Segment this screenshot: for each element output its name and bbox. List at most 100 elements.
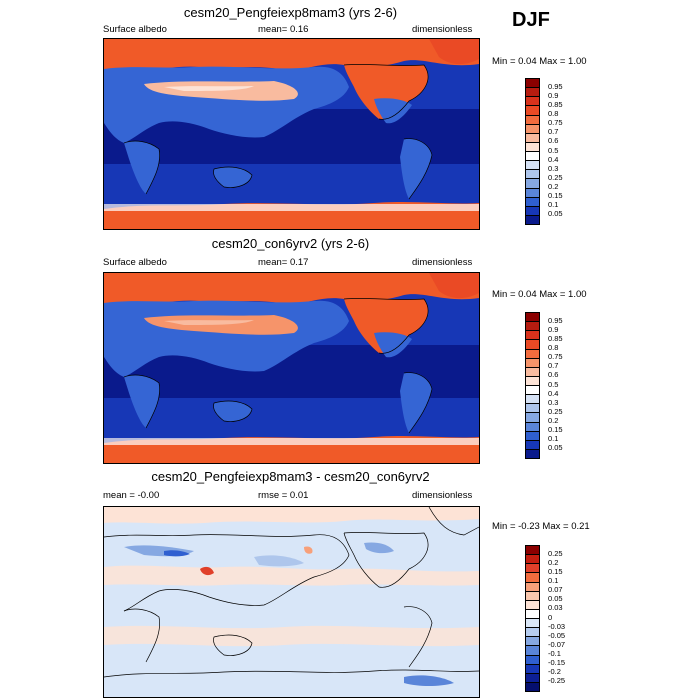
- colorbar-swatch: [526, 141, 539, 151]
- colorbar-swatch: [526, 672, 539, 682]
- colorbar-swatch: [526, 554, 539, 564]
- colorbar-swatch: [526, 599, 539, 609]
- panel3-minmax: Min = -0.23 Max = 0.21: [492, 521, 590, 532]
- colorbar-swatch: [526, 178, 539, 188]
- colorbar-swatch: [526, 339, 539, 349]
- colorbar-tick-label: 0.25: [548, 172, 563, 182]
- colorbar-tick-label: 0: [548, 612, 553, 622]
- colorbar-tick-label: 0.15: [548, 190, 563, 200]
- colorbar-tick-label: 0.9: [548, 91, 559, 101]
- colorbar-swatch: [526, 654, 539, 664]
- colorbar-swatch: [526, 590, 539, 600]
- colorbar-swatch: [526, 366, 539, 376]
- colorbar-swatch: [526, 79, 539, 88]
- colorbar-swatch: [526, 313, 539, 322]
- colorbar-swatch: [526, 348, 539, 358]
- colorbar-tick-label: 0.05: [548, 208, 563, 218]
- colorbar-tick-label: 0.2: [548, 181, 559, 191]
- colorbar-swatch: [526, 205, 539, 215]
- colorbar-tick-label: 0.07: [548, 585, 563, 595]
- colorbar-swatch: [526, 357, 539, 367]
- colorbar-swatch: [526, 403, 539, 413]
- colorbar-swatch: [526, 394, 539, 404]
- colorbar-tick-label: 0.03: [548, 603, 563, 613]
- colorbar-swatch: [526, 151, 539, 161]
- colorbar-swatch: [526, 572, 539, 582]
- colorbar-swatch: [526, 618, 539, 628]
- colorbar-swatch: [526, 546, 539, 555]
- colorbar-tick-label: 0.05: [548, 442, 563, 452]
- colorbar-tick-label: 0.05: [548, 594, 563, 604]
- colorbar-swatch: [526, 430, 539, 440]
- panel3-map: [103, 506, 480, 698]
- colorbar-swatch: [526, 96, 539, 106]
- colorbar-tick-label: 0.75: [548, 118, 563, 128]
- colorbar-tick-label: 0.25: [548, 406, 563, 416]
- colorbar-swatch: [526, 114, 539, 124]
- colorbar-swatch: [526, 105, 539, 115]
- colorbar-swatch: [526, 132, 539, 142]
- panel3-center-label: rmse = 0.01: [258, 490, 309, 501]
- colorbar-tick-label: 0.95: [548, 82, 563, 92]
- panel2-minmax: Min = 0.04 Max = 1.00: [492, 289, 587, 300]
- colorbar-swatch: [526, 87, 539, 97]
- colorbar-swatch: [526, 608, 539, 618]
- colorbar-swatch: [526, 439, 539, 449]
- colorbar-tick-label: -0.2: [548, 666, 561, 676]
- colorbar-tick-label: -0.1: [548, 648, 561, 658]
- colorbar-swatch: [526, 321, 539, 331]
- colorbar-tick-label: 0.85: [548, 334, 563, 344]
- panel1-colorbar: [525, 78, 540, 225]
- colorbar-tick-label: 0.85: [548, 100, 563, 110]
- panel2-title: cesm20_con6yrv2 (yrs 2-6): [211, 236, 370, 251]
- colorbar-swatch: [526, 385, 539, 395]
- colorbar-tick-label: 0.8: [548, 343, 559, 353]
- colorbar-tick-label: -0.07: [548, 639, 566, 649]
- panel1-right-label: dimensionless: [412, 24, 473, 35]
- colorbar-tick-label: 0.7: [548, 361, 559, 371]
- colorbar-swatch: [526, 563, 539, 573]
- panel3-right-label: dimensionless: [412, 490, 473, 501]
- colorbar-swatch: [526, 123, 539, 133]
- colorbar-tick-label: 0.7: [548, 127, 559, 137]
- colorbar-swatch: [526, 160, 539, 170]
- colorbar-swatch: [526, 421, 539, 431]
- colorbar-swatch: [526, 663, 539, 673]
- panel1-map-graphic: [104, 39, 479, 229]
- panel1-title: cesm20_Pengfeiexp8mam3 (yrs 2-6): [183, 5, 398, 20]
- colorbar-tick-label: 0.5: [548, 379, 559, 389]
- colorbar-swatch: [526, 169, 539, 179]
- colorbar-swatch: [526, 681, 539, 691]
- colorbar-swatch: [526, 645, 539, 655]
- colorbar-swatch: [526, 412, 539, 422]
- panel2-map: [103, 272, 480, 464]
- colorbar-swatch: [526, 448, 539, 458]
- panel2-center-label: mean= 0.17: [258, 257, 309, 268]
- colorbar-tick-label: 0.75: [548, 352, 563, 362]
- panel2-colorbar: [525, 312, 540, 459]
- colorbar-tick-label: 0.5: [548, 145, 559, 155]
- colorbar-tick-label: 0.95: [548, 316, 563, 326]
- colorbar-tick-label: 0.3: [548, 163, 559, 173]
- colorbar-tick-label: 0.15: [548, 567, 563, 577]
- colorbar-tick-label: 0.1: [548, 576, 559, 586]
- colorbar-swatch: [526, 627, 539, 637]
- colorbar-tick-label: 0.2: [548, 558, 559, 568]
- panel1-map: [103, 38, 480, 230]
- panel1-left-label: Surface albedo: [103, 24, 167, 35]
- colorbar-tick-label: 0.6: [548, 136, 559, 146]
- colorbar-tick-label: 0.6: [548, 370, 559, 380]
- colorbar-swatch: [526, 187, 539, 197]
- colorbar-swatch: [526, 196, 539, 206]
- panel3-title: cesm20_Pengfeiexp8mam3 - cesm20_con6yrv2: [151, 469, 430, 484]
- colorbar-tick-label: 0.9: [548, 325, 559, 335]
- panel3-map-graphic: [104, 507, 479, 697]
- panel2-right-label: dimensionless: [412, 257, 473, 268]
- colorbar-swatch: [526, 330, 539, 340]
- colorbar-tick-label: 0.3: [548, 397, 559, 407]
- colorbar-tick-label: 0.25: [548, 549, 563, 559]
- panel1-minmax: Min = 0.04 Max = 1.00: [492, 56, 587, 67]
- panel3-colorbar: [525, 545, 540, 692]
- colorbar-tick-label: 0.1: [548, 199, 559, 209]
- season-label: DJF: [512, 9, 550, 31]
